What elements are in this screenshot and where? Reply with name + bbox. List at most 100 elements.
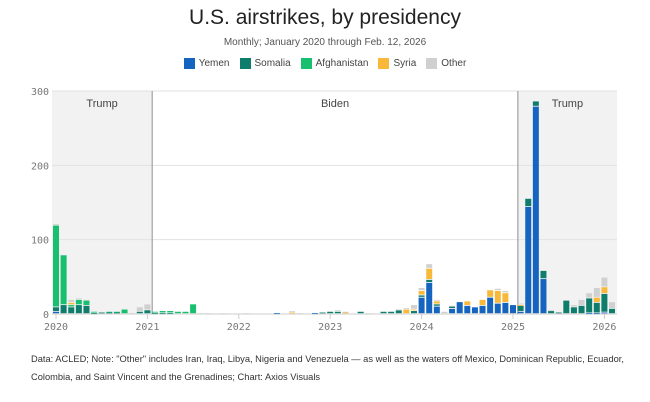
bar-segment-other <box>517 303 524 305</box>
bar-segment-syria <box>410 309 417 311</box>
bar-segment-other <box>296 313 303 315</box>
bar-segment-yemen <box>464 305 471 314</box>
bar-segment-other <box>502 290 509 293</box>
bar-segment-syria <box>289 312 296 314</box>
bar-segment-yemen <box>502 302 509 314</box>
x-tick-label: 2026 <box>592 322 616 333</box>
bar-segment-afghanistan <box>75 299 82 305</box>
bar-segment-afghanistan <box>113 311 120 313</box>
bar-segment-somalia <box>609 308 616 314</box>
bar-segment-other <box>83 299 90 301</box>
chart-title: U.S. airstrikes, by presidency <box>189 6 461 29</box>
bar-segment-somalia <box>563 300 570 314</box>
bar-segment-afghanistan <box>159 311 166 313</box>
bar-segment-afghanistan <box>91 311 98 313</box>
bar-segment-somalia <box>532 101 539 106</box>
bar-segment-somalia <box>83 305 90 314</box>
bar-segment-yemen <box>540 279 547 314</box>
bar-segment-syria <box>464 301 471 306</box>
y-tick-label: 200 <box>31 161 49 172</box>
bar-segment-yemen <box>471 307 478 314</box>
legend-item-afghanistan: Afghanistan <box>300 58 369 69</box>
bar-segment-other <box>586 293 593 298</box>
bar-segment-somalia <box>327 311 334 314</box>
bar-segment-yemen <box>494 303 501 314</box>
bar-segment-somalia <box>395 310 402 314</box>
bar-segment-somalia <box>426 279 433 282</box>
y-tick-label: 0 <box>43 310 49 321</box>
bar-segment-somalia <box>410 311 417 314</box>
bar-segment-yemen <box>510 305 516 314</box>
bar-segment-other <box>197 313 204 315</box>
bar-segment-somalia <box>91 313 98 315</box>
legend-item-syria: Syria <box>378 58 416 69</box>
legend-item-somalia: Somalia <box>239 58 291 69</box>
bar-segment-somalia <box>334 311 341 314</box>
bar-segment-other <box>578 299 585 306</box>
bar-segment-somalia <box>601 293 608 312</box>
legend-label: Other <box>441 58 467 69</box>
bar-segment-afghanistan <box>83 300 90 306</box>
bar-segment-somalia <box>570 307 577 314</box>
bar-segment-somalia <box>319 312 326 314</box>
bar-segment-other <box>548 310 555 312</box>
bar-segment-other <box>342 311 349 313</box>
legend-swatch <box>183 58 195 69</box>
bar-segment-syria <box>68 302 75 305</box>
bar-segment-somalia <box>388 311 395 314</box>
bar-segment-yemen <box>532 106 539 314</box>
bar-segment-other <box>609 302 616 308</box>
bar-segment-yemen <box>433 306 440 314</box>
bar-segment-afghanistan <box>152 311 159 313</box>
bar-segment-somalia <box>136 311 143 314</box>
bar-segment-yemen <box>418 297 425 314</box>
legend-swatch <box>378 58 390 69</box>
bar-segment-yemen <box>53 311 59 314</box>
bar-segment-other <box>68 299 75 303</box>
bar-segment-other <box>449 305 456 307</box>
x-tick-label: 2020 <box>44 322 68 333</box>
period-shading <box>52 91 153 314</box>
bar-segment-somalia <box>593 302 600 313</box>
legend: Yemen Somalia Afghanistan Syria Other <box>0 58 650 69</box>
bar-segment-afghanistan <box>182 311 189 314</box>
bar-segment-yemen <box>601 312 608 314</box>
bar-segment-afghanistan <box>190 304 197 314</box>
bar-segment-somalia <box>525 198 532 207</box>
bar-segment-other <box>433 299 440 301</box>
y-tick-label: 300 <box>31 87 49 98</box>
bar-segment-other <box>418 287 425 291</box>
bar-segment-somalia <box>53 307 59 311</box>
x-tick-label: 2025 <box>501 322 525 333</box>
period-label: Biden <box>321 98 349 110</box>
bar-segment-syria <box>426 268 433 280</box>
bar-segment-syria <box>342 312 349 314</box>
x-tick-label: 2024 <box>410 322 434 333</box>
bar-segment-other <box>129 313 136 315</box>
bar-segment-other <box>395 309 402 311</box>
legend-label: Afghanistan <box>315 58 369 69</box>
bar-segment-yemen <box>426 282 433 314</box>
bar-segment-yemen <box>487 297 494 314</box>
bar-segment-somalia <box>167 313 174 315</box>
bar-segment-other <box>593 287 600 297</box>
footnote-line-2: Colombia, and Saint Vincent and the Gren… <box>31 372 321 382</box>
legend-swatch <box>239 58 251 69</box>
legend-label: Syria <box>393 58 417 69</box>
bar-segment-somalia <box>152 313 159 315</box>
bar-segment-syria <box>479 299 486 306</box>
bar-segment-other <box>441 311 448 314</box>
bar-segment-syria <box>433 301 440 304</box>
bar-segment-somalia <box>60 305 67 314</box>
legend-item-yemen: Yemen <box>183 58 230 69</box>
bar-segment-somalia <box>548 311 555 314</box>
x-tick-label: 2021 <box>135 322 159 333</box>
bar-segment-other <box>403 308 410 309</box>
bar-segment-afghanistan <box>68 305 75 307</box>
bar-segment-syria <box>502 293 509 303</box>
bar-segment-other <box>289 311 296 312</box>
bar-segment-yemen <box>525 206 532 314</box>
bar-segment-syria <box>403 309 410 314</box>
bar-segment-syria <box>418 290 425 295</box>
bar-segment-yemen <box>456 302 463 314</box>
